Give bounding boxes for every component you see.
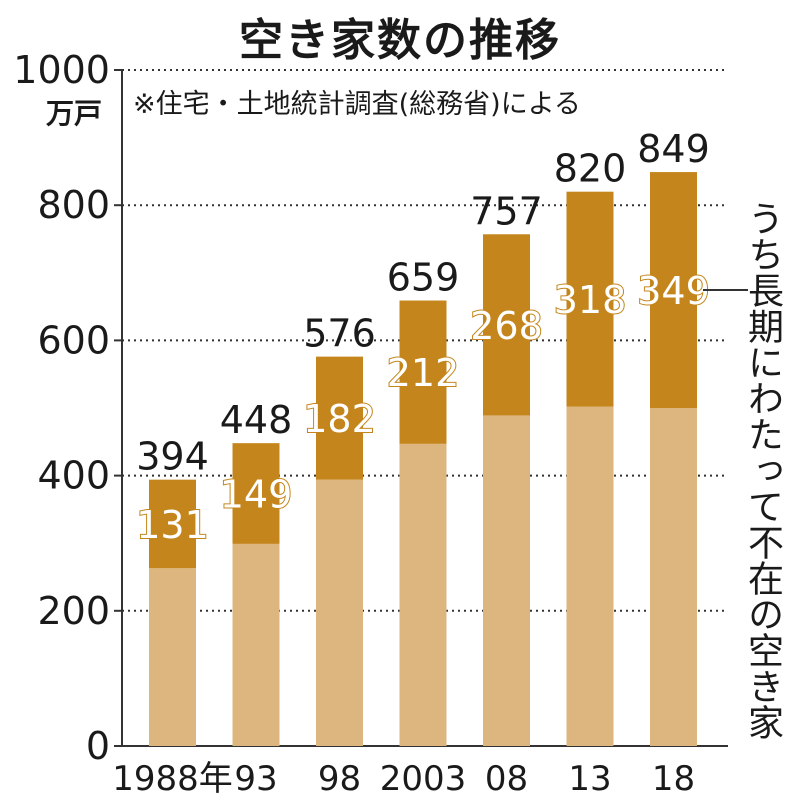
long-term-label-93: 149 [220,473,293,517]
total-label-98: 576 [303,312,376,356]
bar-other-2003 [399,443,447,746]
bar-long-term-98 [316,356,363,480]
total-label-18: 849 [637,127,710,171]
bar-long-term-93 [232,443,280,544]
total-label-2003: 659 [387,256,460,300]
total-label-13: 820 [554,147,627,191]
bar-long-term-08 [483,234,530,416]
y-tick-label-800: 800 [37,183,110,227]
long-term-label-2003: 212 [387,351,460,395]
bar-long-term-18 [650,172,697,408]
long-term-label-08: 268 [470,304,543,348]
y-axis-unit: 万戸 [46,97,103,130]
bar-other-13 [566,406,614,746]
long-term-label-1988年: 131 [136,503,209,547]
x-tick-label-18: 18 [652,759,695,799]
chart-title: 空き家数の推移 [239,15,561,66]
bar-other-18 [650,408,697,746]
y-tick-label-600: 600 [37,318,110,362]
y-tick-label-200: 200 [37,589,110,633]
source-note: ※住宅・土地統計調査(総務省)による [133,89,581,120]
bar-other-98 [316,479,363,746]
long-term-label-18: 349 [637,269,710,313]
y-tick-label-400: 400 [37,454,110,498]
x-tick-label-1988年: 1988年 [112,759,233,799]
x-tick-label-13: 13 [568,759,611,799]
long-term-vacancy-label: うち長期にわたって不在の空き家 [742,200,783,740]
total-label-93: 448 [220,398,293,442]
y-tick-label-1000: 1000 [13,48,110,92]
long-term-label-13: 318 [554,278,627,322]
bar-other-1988年 [149,568,196,746]
x-tick-label-98: 98 [318,759,361,799]
total-label-08: 757 [470,189,543,233]
long-term-label-98: 182 [303,397,376,441]
y-tick-label-0: 0 [86,724,110,768]
bar-long-term-13 [566,191,614,407]
bar-other-08 [483,415,530,746]
bar-other-93 [232,543,280,746]
x-tick-label-08: 08 [485,759,528,799]
bar-long-term-1988年 [149,479,196,569]
bar-long-term-2003 [399,300,447,444]
x-tick-label-93: 93 [234,759,277,799]
total-label-1988年: 394 [136,435,209,479]
x-tick-label-2003: 2003 [380,759,467,799]
